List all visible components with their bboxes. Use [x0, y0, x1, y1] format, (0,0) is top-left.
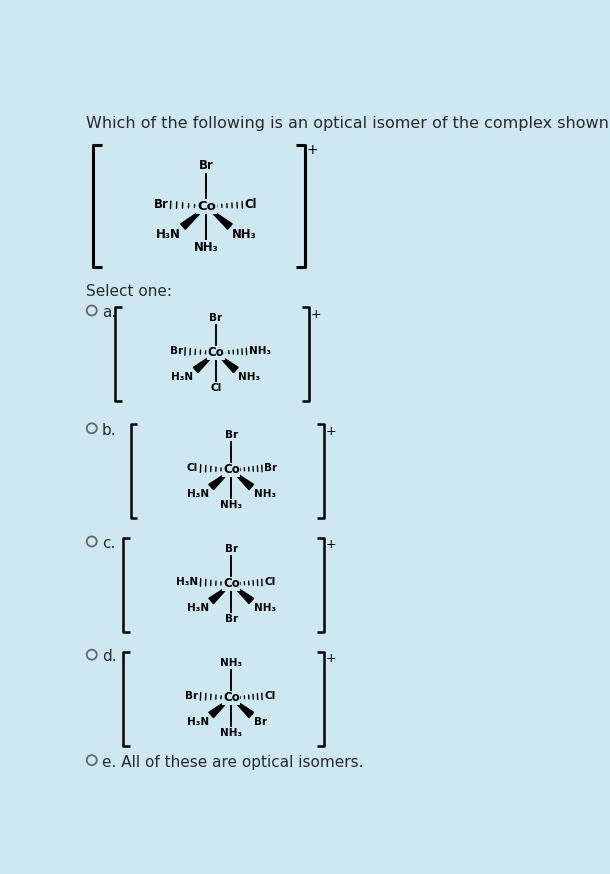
Text: NH₃: NH₃ — [220, 658, 242, 668]
Text: Cl: Cl — [187, 463, 198, 474]
Polygon shape — [193, 353, 216, 372]
Text: Which of the following is an optical isomer of the complex shown below?: Which of the following is an optical iso… — [85, 115, 610, 130]
Text: +: + — [326, 652, 337, 665]
Text: H₃N: H₃N — [187, 717, 209, 726]
Text: Cl: Cl — [264, 578, 276, 587]
Polygon shape — [216, 353, 238, 372]
Text: H₃N: H₃N — [171, 371, 193, 382]
Polygon shape — [231, 584, 254, 604]
Text: Co: Co — [223, 691, 240, 704]
Polygon shape — [209, 697, 231, 718]
Text: Br: Br — [254, 717, 267, 726]
Text: Br: Br — [264, 463, 278, 474]
Polygon shape — [231, 470, 254, 489]
Text: H₃N: H₃N — [176, 578, 198, 587]
Text: Cl: Cl — [245, 198, 257, 212]
Polygon shape — [206, 206, 232, 229]
Polygon shape — [181, 206, 206, 229]
Text: Br: Br — [209, 313, 222, 323]
Text: Br: Br — [199, 159, 214, 172]
Text: +: + — [326, 538, 337, 551]
Text: Br: Br — [154, 198, 168, 212]
Text: Br: Br — [185, 691, 198, 702]
Text: e. All of these are optical isomers.: e. All of these are optical isomers. — [102, 755, 364, 770]
Text: Br: Br — [224, 544, 238, 554]
Text: Br: Br — [224, 430, 238, 440]
Text: NH₃: NH₃ — [254, 602, 276, 613]
Text: NH₃: NH₃ — [249, 346, 271, 357]
Text: NH₃: NH₃ — [194, 241, 219, 254]
Text: H₃N: H₃N — [187, 489, 209, 498]
Text: H₃N: H₃N — [156, 228, 181, 241]
Text: b.: b. — [102, 423, 117, 438]
Text: +: + — [310, 309, 321, 321]
Text: NH₃: NH₃ — [254, 489, 276, 498]
Text: Br: Br — [170, 346, 183, 357]
Text: +: + — [306, 143, 318, 157]
Text: H₃N: H₃N — [187, 602, 209, 613]
Text: NH₃: NH₃ — [238, 371, 260, 382]
Text: NH₃: NH₃ — [220, 500, 242, 510]
Text: NH₃: NH₃ — [220, 728, 242, 738]
Text: +: + — [326, 425, 337, 438]
Text: NH₃: NH₃ — [232, 228, 257, 241]
Text: Co: Co — [197, 200, 216, 213]
Polygon shape — [209, 470, 231, 489]
Text: a.: a. — [102, 305, 116, 320]
Text: Cl: Cl — [210, 383, 221, 392]
Text: Co: Co — [223, 578, 240, 590]
Polygon shape — [209, 584, 231, 604]
Text: Br: Br — [224, 614, 238, 624]
Text: d.: d. — [102, 649, 117, 664]
Text: c.: c. — [102, 536, 115, 551]
Text: Co: Co — [223, 463, 240, 476]
Polygon shape — [231, 697, 254, 718]
Text: Select one:: Select one: — [85, 283, 171, 299]
Text: Cl: Cl — [264, 691, 276, 702]
Text: Co: Co — [207, 346, 224, 359]
